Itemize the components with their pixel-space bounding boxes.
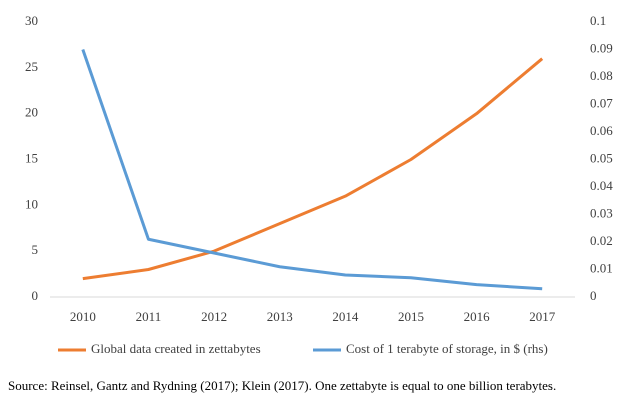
y-tick-label: 15 xyxy=(25,150,38,165)
y-tick-label: 20 xyxy=(25,105,38,120)
y2-tick-label: 0.01 xyxy=(590,260,613,275)
y2-tick-label: 0.04 xyxy=(590,178,613,193)
y-tick-label: 10 xyxy=(25,196,38,211)
y2-tick-label: 0.1 xyxy=(590,13,606,28)
x-tick-label: 2013 xyxy=(267,309,293,324)
y2-tick-label: 0.07 xyxy=(590,95,613,110)
y2-tick-label: 0 xyxy=(590,288,597,303)
x-tick-label: 2010 xyxy=(70,309,96,324)
x-tick-label: 2014 xyxy=(332,309,359,324)
x-tick-label: 2011 xyxy=(136,309,162,324)
y-tick-label: 5 xyxy=(32,242,39,257)
y2-tick-label: 0.05 xyxy=(590,150,613,165)
x-tick-label: 2017 xyxy=(529,309,556,324)
y2-tick-label: 0.09 xyxy=(590,40,613,55)
y-tick-label: 30 xyxy=(25,13,38,28)
legend-label: Cost of 1 terabyte of storage, in $ (rhs… xyxy=(346,341,548,356)
series-line xyxy=(82,57,544,281)
y2-tick-label: 0.03 xyxy=(590,205,613,220)
y-tick-label: 25 xyxy=(25,59,38,74)
source-note: Source: Reinsel, Gantz and Rydning (2017… xyxy=(8,378,556,393)
y-tick-label: 0 xyxy=(32,288,39,303)
series-line xyxy=(81,49,543,291)
y2-tick-label: 0.06 xyxy=(590,123,613,138)
x-tick-label: 2015 xyxy=(398,309,424,324)
legend-label: Global data created in zettabytes xyxy=(91,341,261,356)
x-tick-label: 2012 xyxy=(201,309,227,324)
x-tick-label: 2016 xyxy=(464,309,491,324)
y2-tick-label: 0.08 xyxy=(590,68,613,83)
y2-tick-label: 0.02 xyxy=(590,233,613,248)
